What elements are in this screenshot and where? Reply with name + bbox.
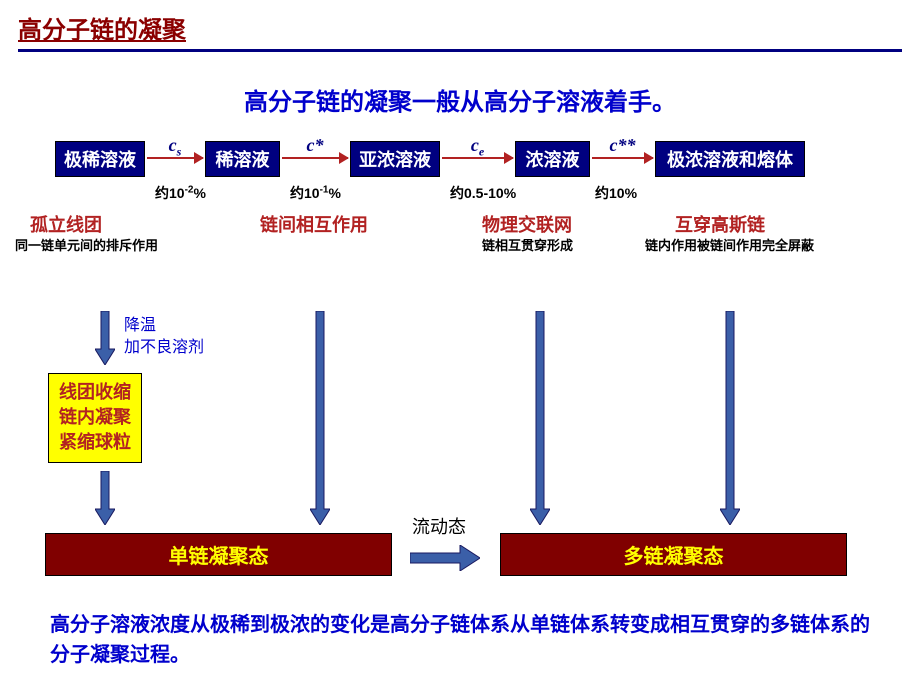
mid-row: 孤立线团同一链单元间的排斥作用链间相互作用物理交联网链相互贯穿形成互穿高斯链链内…	[30, 211, 890, 263]
mid-title: 孤立线团	[30, 211, 102, 237]
down-arrow-icon	[310, 311, 330, 525]
side-text-line1: 降温	[124, 315, 204, 337]
page-title: 高分子链的凝聚	[0, 0, 920, 49]
stage-box: 亚浓溶液	[350, 141, 440, 177]
right-arrow-icon	[410, 545, 480, 571]
stage-arrow	[282, 157, 348, 159]
stage-arrow-label: c**	[603, 135, 643, 156]
yellow-line2: 链内凝聚	[59, 405, 131, 430]
diagram-canvas: 降温 加不良溶剂 线团收缩 链内凝聚 紧缩球粒 单链凝聚态 多链凝聚态 流动态	[30, 263, 890, 623]
stage-arrow-label: ce	[458, 135, 498, 160]
subtitle: 高分子链的凝聚一般从高分子溶液着手。	[0, 82, 920, 117]
stage-arrow	[592, 157, 653, 159]
stage-arrow-label: cs	[155, 135, 195, 160]
title-rule	[18, 49, 902, 52]
down-arrow-icon	[95, 471, 115, 525]
stage-box: 浓溶液	[515, 141, 590, 177]
down-arrow-icon	[720, 311, 740, 525]
stage-box: 稀溶液	[205, 141, 280, 177]
mid-title: 物理交联网	[482, 211, 572, 237]
concentration-label: 约10-1%	[290, 183, 341, 203]
yellow-line3: 紧缩球粒	[59, 430, 131, 455]
bottom-text: 高分子溶液浓度从极稀到极浓的变化是高分子链体系从单链体系转变成相互贯穿的多链体系…	[50, 610, 870, 670]
mid-subtitle: 链相互贯穿形成	[482, 235, 573, 254]
stage-box: 极浓溶液和熔体	[655, 141, 805, 177]
concentration-row: 约10-2% 约10-1% 约0.5-10% 约10%	[30, 183, 890, 207]
concentration-label: 约10%	[595, 183, 637, 203]
mid-title: 链间相互作用	[260, 211, 368, 237]
side-text-line2: 加不良溶剂	[124, 337, 204, 359]
down-arrow-icon	[95, 311, 115, 365]
mid-subtitle: 链内作用被链间作用完全屏蔽	[645, 235, 814, 254]
stage-row: 极稀溶液稀溶液亚浓溶液浓溶液极浓溶液和熔体csc*cec**	[30, 141, 890, 179]
down-arrow-icon	[530, 311, 550, 525]
result-left: 单链凝聚态	[45, 533, 392, 576]
side-text: 降温 加不良溶剂	[124, 315, 204, 360]
concentration-label: 约10-2%	[155, 183, 206, 203]
stage-arrow-label: c*	[295, 135, 335, 156]
result-right: 多链凝聚态	[500, 533, 847, 576]
yellow-box: 线团收缩 链内凝聚 紧缩球粒	[48, 373, 142, 463]
stage-box: 极稀溶液	[55, 141, 145, 177]
mid-title: 互穿高斯链	[675, 211, 765, 237]
mid-subtitle: 同一链单元间的排斥作用	[15, 235, 158, 254]
concentration-label: 约0.5-10%	[450, 183, 516, 203]
flow-label: 流动态	[412, 513, 466, 539]
yellow-line1: 线团收缩	[59, 380, 131, 405]
